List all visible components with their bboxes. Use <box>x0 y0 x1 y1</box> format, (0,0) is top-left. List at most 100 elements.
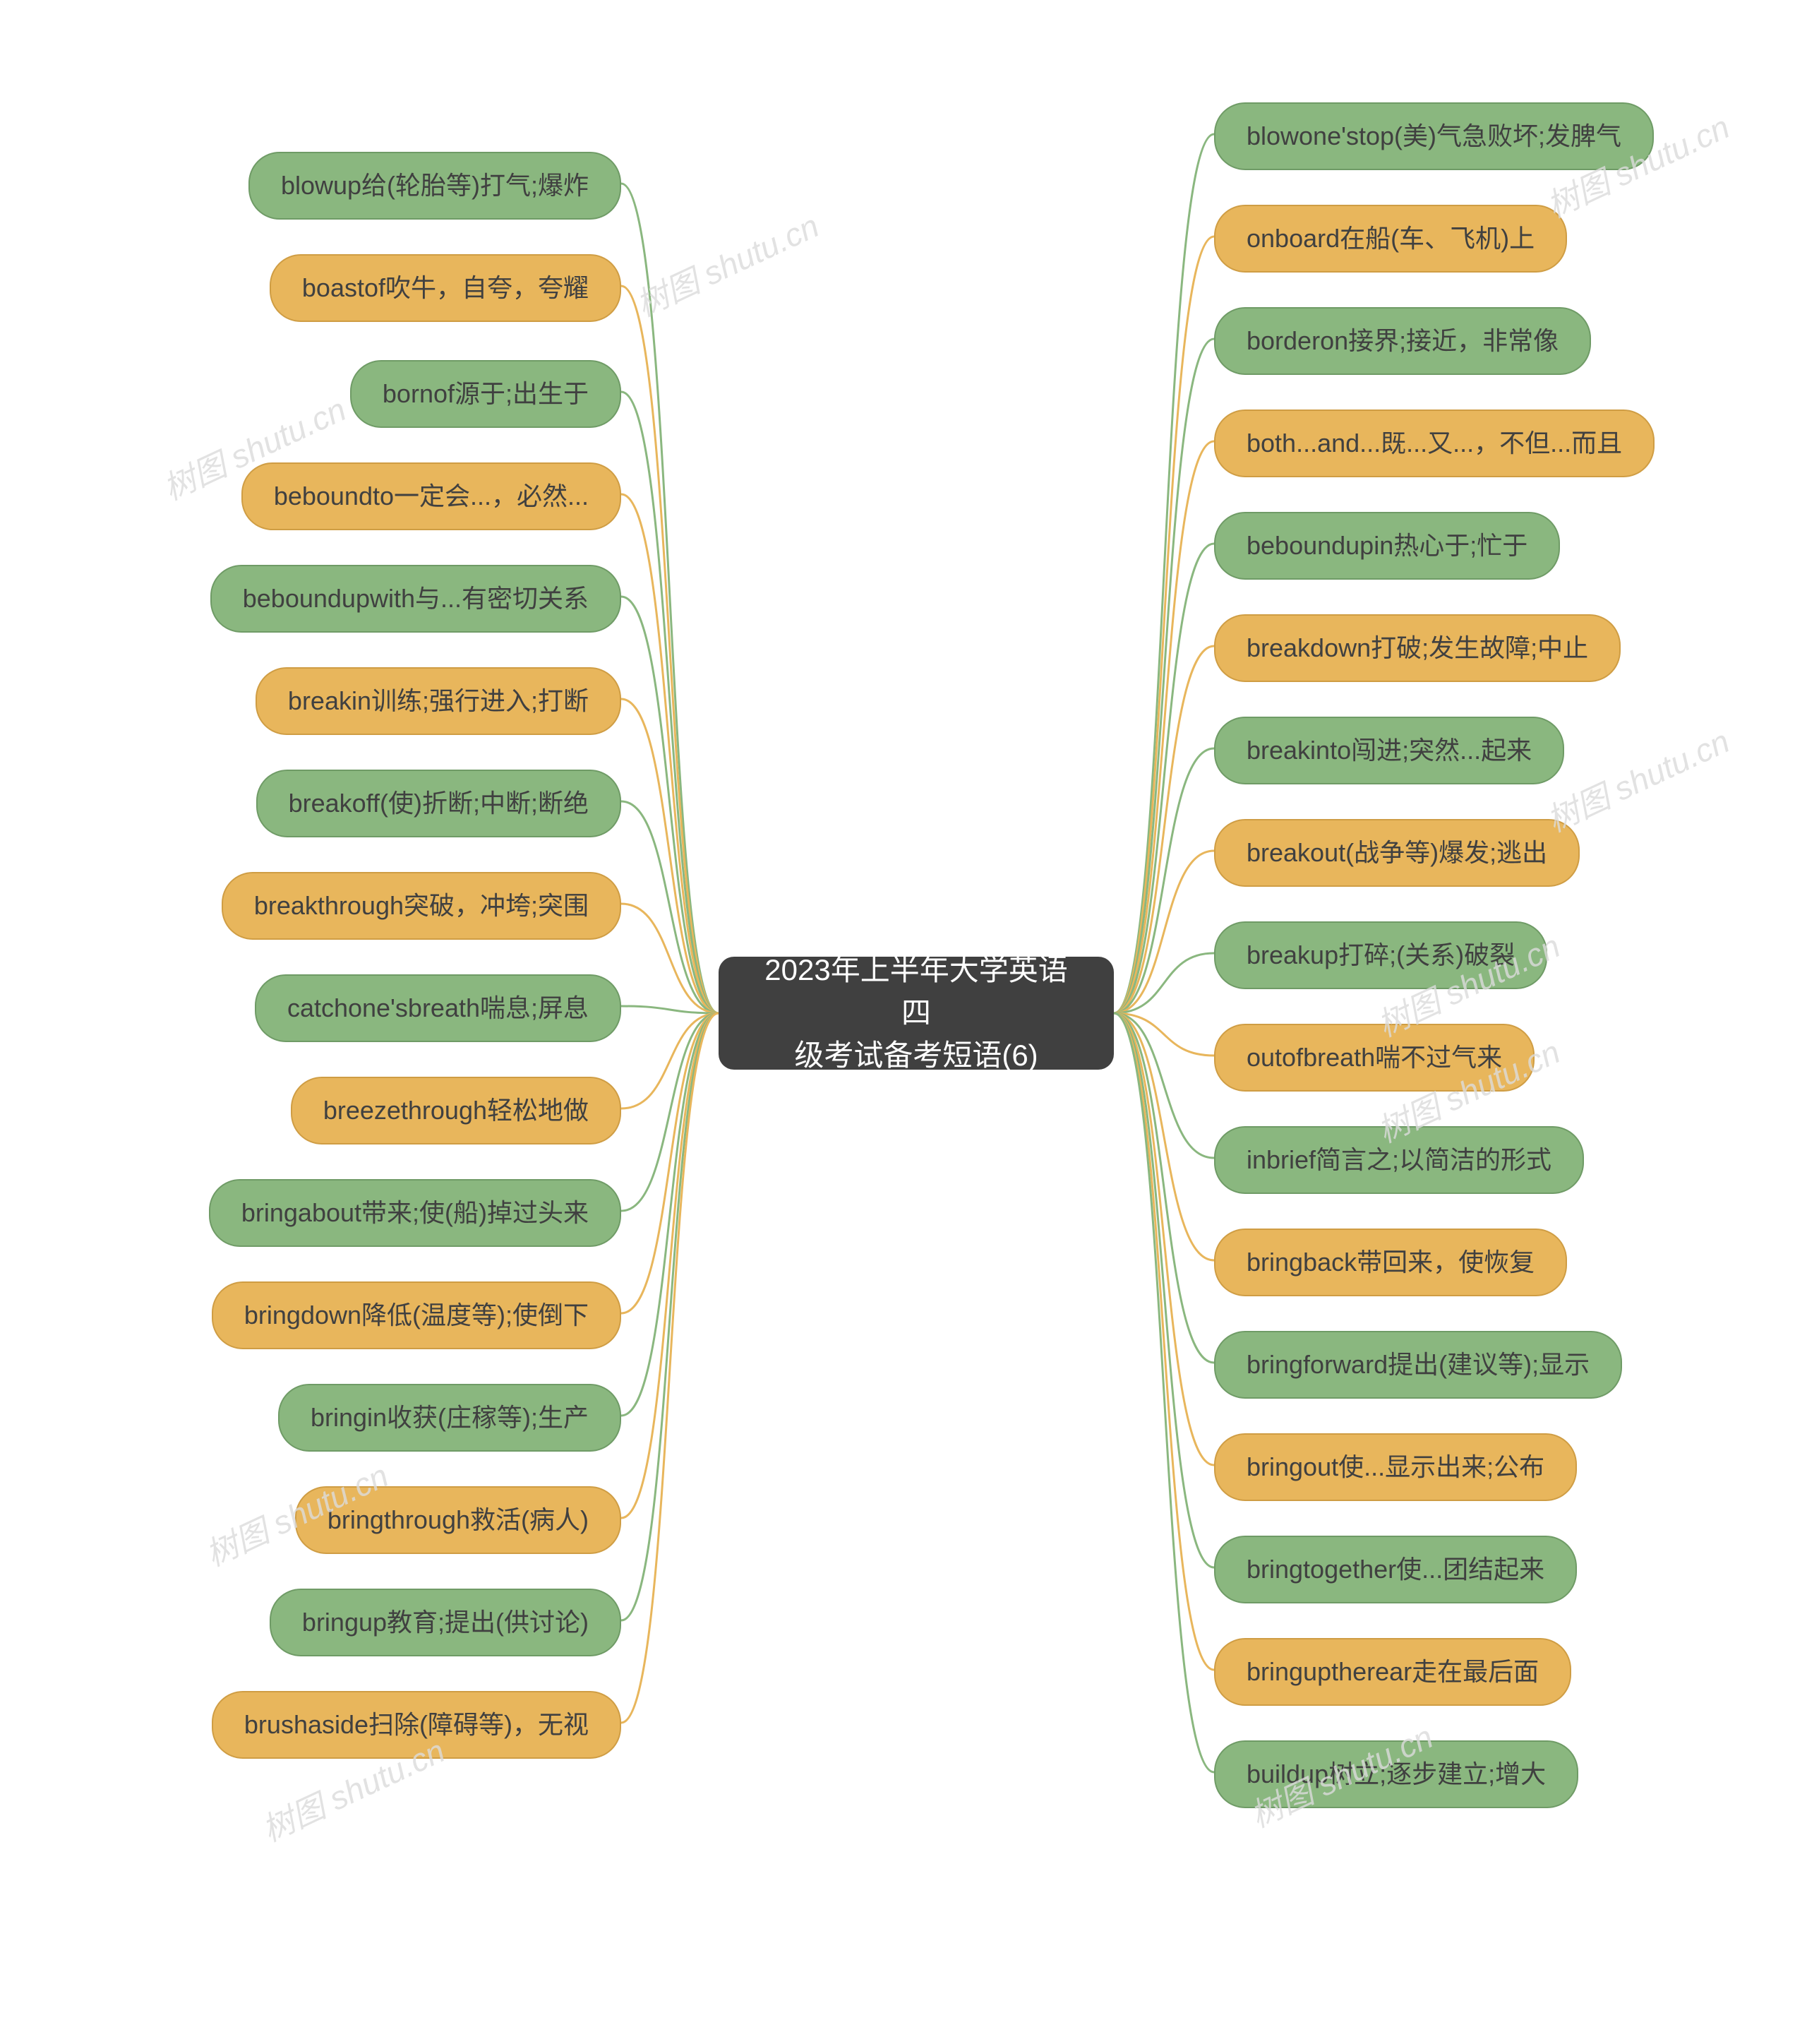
edge <box>1114 1013 1214 1567</box>
mindmap-leaf: beboundupwith与...有密切关系 <box>210 565 621 633</box>
leaf-label: blowup给(轮胎等)打气;爆炸 <box>281 171 589 200</box>
mindmap-leaf: breakoff(使)折断;中断;断绝 <box>256 770 621 837</box>
mindmap-leaf: bringthrough救活(病人) <box>295 1486 621 1554</box>
leaf-label: beboundto一定会...，必然... <box>274 482 589 510</box>
edge <box>621 392 719 1013</box>
mindmap-leaf: bringout使...显示出来;公布 <box>1214 1433 1577 1501</box>
leaf-label: buildup树立;逐步建立;增大 <box>1247 1759 1546 1788</box>
edge <box>1114 441 1214 1013</box>
leaf-label: breakthrough突破，冲垮;突围 <box>254 891 589 920</box>
leaf-label: bringdown降低(温度等);使倒下 <box>244 1301 589 1329</box>
mindmap-leaf: boastof吹牛，自夸，夸耀 <box>270 254 621 322</box>
mindmap-leaf: breakthrough突破，冲垮;突围 <box>222 872 621 940</box>
leaf-label: both...and...既...又...，不但...而且 <box>1247 429 1622 458</box>
leaf-label: catchone'sbreath喘息;屏息 <box>287 993 589 1022</box>
leaf-label: breezethrough轻松地做 <box>323 1096 589 1125</box>
leaf-label: bringforward提出(建议等);显示 <box>1247 1350 1590 1379</box>
edge <box>1114 1013 1214 1670</box>
edge <box>621 801 719 1013</box>
mindmap-leaf: breakinto闯进;突然...起来 <box>1214 717 1564 784</box>
leaf-label: outofbreath喘不过气来 <box>1247 1043 1502 1072</box>
edge <box>621 494 719 1013</box>
edge <box>621 904 719 1013</box>
edge <box>621 1013 719 1313</box>
edge <box>1114 1013 1214 1772</box>
mindmap-leaf: breakin训练;强行进入;打断 <box>256 667 621 735</box>
mindmap-leaf: onboard在船(车、飞机)上 <box>1214 205 1567 273</box>
leaf-label: bringuptherear走在最后面 <box>1247 1657 1539 1686</box>
mindmap-leaf: bringforward提出(建议等);显示 <box>1214 1331 1622 1399</box>
edge <box>1114 748 1214 1013</box>
mindmap-leaf: both...and...既...又...，不但...而且 <box>1214 410 1655 477</box>
mindmap-leaf: outofbreath喘不过气来 <box>1214 1024 1535 1092</box>
mindmap-leaf: blowone'stop(美)气急败坏;发脾气 <box>1214 102 1654 170</box>
edge <box>1114 339 1214 1013</box>
edge <box>1114 1013 1214 1363</box>
leaf-label: breakout(战争等)爆发;逃出 <box>1247 838 1547 867</box>
leaf-label: boastof吹牛，自夸，夸耀 <box>302 273 589 302</box>
mindmap-leaf: bringuptherear走在最后面 <box>1214 1638 1571 1706</box>
leaf-label: bringup教育;提出(供讨论) <box>302 1608 589 1637</box>
leaf-label: bringthrough救活(病人) <box>328 1505 589 1534</box>
edge <box>621 1013 719 1723</box>
leaf-label: bringtogether使...团结起来 <box>1247 1555 1544 1584</box>
edge <box>621 1006 719 1013</box>
leaf-label: breakin训练;强行进入;打断 <box>288 686 589 715</box>
edge <box>621 1013 719 1416</box>
leaf-label: bringabout带来;使(船)掉过头来 <box>241 1198 589 1227</box>
edge <box>1114 1013 1214 1056</box>
mindmap-leaf: breezethrough轻松地做 <box>291 1077 621 1144</box>
leaf-label: borderon接界;接近，非常像 <box>1247 326 1559 355</box>
mindmap-leaf: borderon接界;接近，非常像 <box>1214 307 1591 375</box>
watermark: 树图 shutu.cn <box>1538 716 1736 842</box>
leaf-label: beboundupin热心于;忙于 <box>1247 531 1527 560</box>
leaf-label: inbrief简言之;以简洁的形式 <box>1247 1145 1551 1174</box>
mindmap-leaf: blowup给(轮胎等)打气;爆炸 <box>248 152 621 220</box>
edge <box>621 1013 719 1518</box>
leaf-label: breakup打碎;(关系)破裂 <box>1247 940 1515 969</box>
mindmap-leaf: bringback带回来，使恢复 <box>1214 1229 1567 1296</box>
leaf-label: breakinto闯进;突然...起来 <box>1247 736 1532 765</box>
edge <box>621 597 719 1013</box>
mindmap-leaf: catchone'sbreath喘息;屏息 <box>255 974 621 1042</box>
leaf-label: breakoff(使)折断;中断;断绝 <box>289 789 589 818</box>
watermark: 树图 shutu.cn <box>628 201 825 326</box>
mindmap-leaf: bringdown降低(温度等);使倒下 <box>212 1281 621 1349</box>
center-label: 2023年上半年大学英语四级考试备考短语(6) <box>755 949 1077 1078</box>
edge <box>1114 1013 1214 1465</box>
edge <box>621 184 719 1013</box>
edge <box>1114 1013 1214 1158</box>
edge <box>1114 544 1214 1013</box>
mindmap-leaf: breakup打碎;(关系)破裂 <box>1214 921 1547 989</box>
edge <box>621 1013 719 1211</box>
mindmap-leaf: bringup教育;提出(供讨论) <box>270 1589 621 1656</box>
mindmap-leaf: inbrief简言之;以简洁的形式 <box>1214 1126 1584 1194</box>
edge <box>621 1013 719 1620</box>
edge <box>1114 237 1214 1013</box>
leaf-label: brushaside扫除(障碍等)，无视 <box>244 1710 589 1739</box>
leaf-label: bringback带回来，使恢复 <box>1247 1248 1535 1277</box>
mindmap-leaf: bringabout带来;使(船)掉过头来 <box>209 1179 621 1247</box>
mindmap-leaf: buildup树立;逐步建立;增大 <box>1214 1740 1578 1808</box>
mindmap-leaf: bringin收获(庄稼等);生产 <box>278 1384 621 1452</box>
edge <box>621 699 719 1013</box>
leaf-label: beboundupwith与...有密切关系 <box>243 584 589 613</box>
mindmap-leaf: beboundupin热心于;忙于 <box>1214 512 1560 580</box>
leaf-label: blowone'stop(美)气急败坏;发脾气 <box>1247 121 1621 150</box>
mindmap-leaf: bringtogether使...团结起来 <box>1214 1536 1577 1603</box>
mindmap-leaf: bornof源于;出生于 <box>350 360 621 428</box>
edge <box>1114 851 1214 1013</box>
mindmap-leaf: breakout(战争等)爆发;逃出 <box>1214 819 1580 887</box>
edge <box>1114 134 1214 1013</box>
leaf-label: bringin收获(庄稼等);生产 <box>311 1403 589 1432</box>
leaf-label: bornof源于;出生于 <box>383 379 589 408</box>
mindmap-leaf: breakdown打破;发生故障;中止 <box>1214 614 1621 682</box>
edge <box>621 1013 719 1108</box>
leaf-label: breakdown打破;发生故障;中止 <box>1247 633 1588 662</box>
edge <box>1114 1013 1214 1260</box>
edge <box>621 286 719 1013</box>
edge <box>1114 646 1214 1013</box>
leaf-label: bringout使...显示出来;公布 <box>1247 1452 1544 1481</box>
center-node: 2023年上半年大学英语四级考试备考短语(6) <box>719 957 1114 1070</box>
edge <box>1114 953 1214 1013</box>
